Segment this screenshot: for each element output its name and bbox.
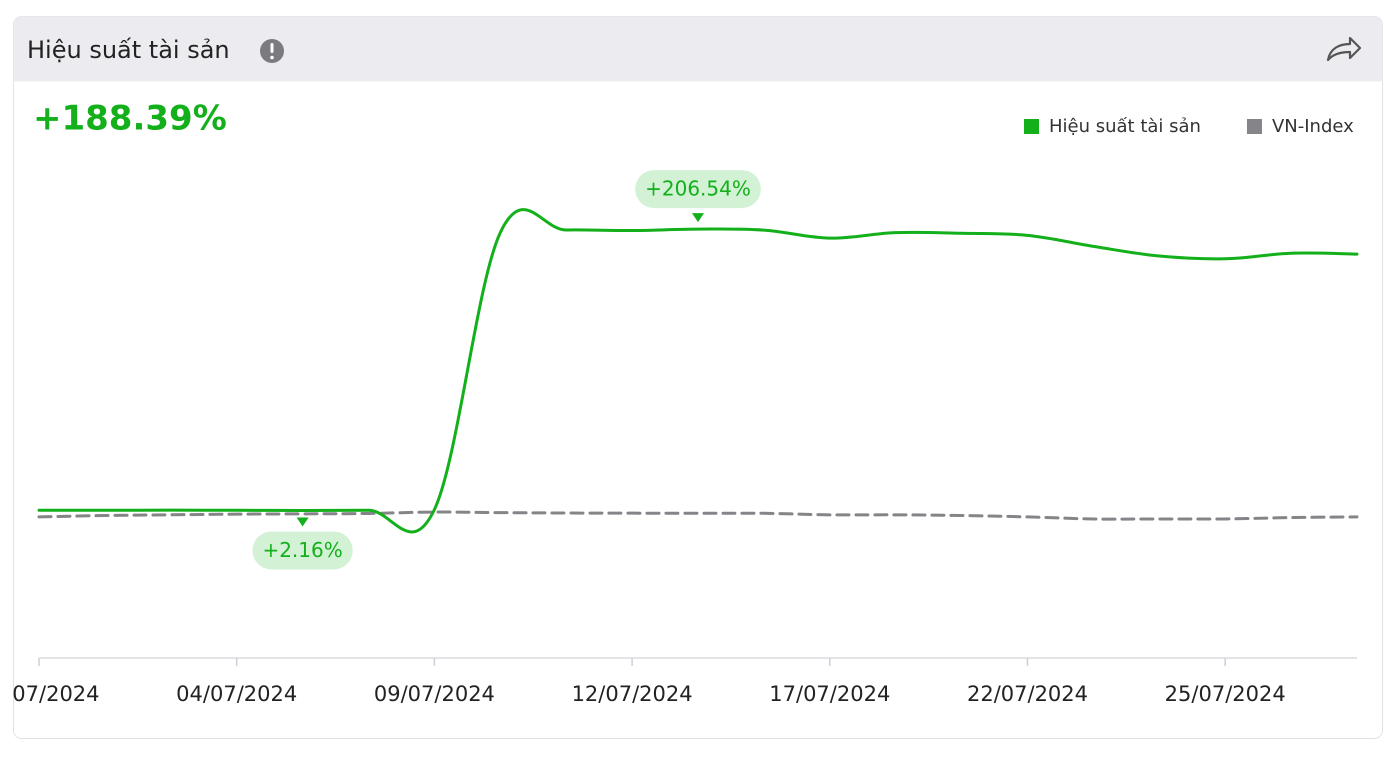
x-tick-label: 22/07/2024 <box>967 682 1088 706</box>
headline-value: +188.39% <box>33 99 227 139</box>
annotation-label: +2.16% <box>262 538 342 562</box>
header-title: Hiệu suất tài sản <box>27 36 230 64</box>
x-tick-label: 01/07/2024 <box>0 682 100 706</box>
annotation-pointer <box>692 213 704 223</box>
share-button[interactable] <box>1326 36 1362 62</box>
legend-swatch <box>1246 119 1262 134</box>
legend-label: Hiệu suất tài sản <box>1049 116 1201 137</box>
annotation-label: +206.54% <box>645 177 751 201</box>
x-tick-label: 04/07/2024 <box>176 682 297 706</box>
annotation-bubble <box>635 170 761 209</box>
x-tick-label: 12/07/2024 <box>572 682 693 706</box>
legend-label: VN-Index <box>1272 116 1354 137</box>
annotation: +2.16% <box>252 517 353 570</box>
x-tick-label: 25/07/2024 <box>1165 682 1286 706</box>
plot: +188.39% Hiệu suất tài sản VN-Index 01/07/2… <box>0 99 1359 706</box>
series-line <box>37 208 1359 534</box>
annotation-bubble <box>252 531 353 570</box>
card-header <box>13 16 1383 82</box>
annotation-pointer <box>296 517 309 527</box>
info-icon[interactable] <box>260 39 284 63</box>
x-tick-label: 17/07/2024 <box>769 682 890 706</box>
legend-swatch <box>1024 119 1039 134</box>
x-tick-label: 09/07/2024 <box>374 682 495 706</box>
annotation: +206.54% <box>635 170 761 223</box>
series-line <box>37 510 1359 521</box>
